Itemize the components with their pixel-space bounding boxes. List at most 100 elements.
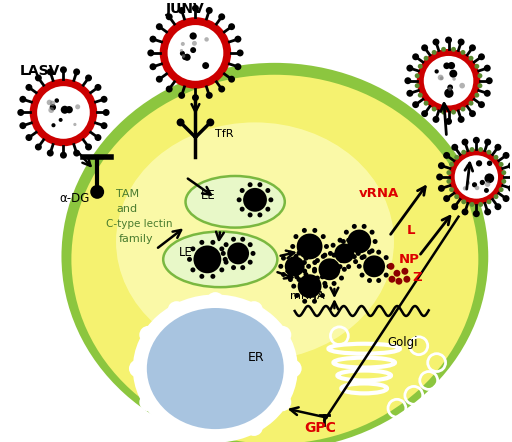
Circle shape: [312, 299, 317, 304]
Circle shape: [484, 188, 489, 193]
Circle shape: [441, 47, 446, 52]
Text: TfR: TfR: [216, 130, 234, 139]
Circle shape: [376, 250, 381, 255]
Circle shape: [323, 281, 327, 286]
Circle shape: [347, 229, 371, 253]
Circle shape: [321, 254, 326, 259]
Circle shape: [331, 259, 335, 264]
Circle shape: [177, 118, 184, 126]
Circle shape: [237, 50, 244, 57]
Circle shape: [415, 83, 420, 88]
Circle shape: [284, 360, 302, 377]
Circle shape: [486, 77, 493, 84]
Circle shape: [344, 248, 349, 253]
Circle shape: [476, 160, 482, 167]
Circle shape: [302, 299, 307, 304]
Circle shape: [387, 264, 392, 269]
Circle shape: [475, 64, 479, 69]
Circle shape: [395, 278, 402, 285]
Circle shape: [290, 244, 295, 249]
Circle shape: [383, 255, 389, 260]
Circle shape: [484, 173, 494, 183]
Text: Z: Z: [413, 271, 422, 284]
Circle shape: [473, 137, 480, 144]
Circle shape: [352, 254, 357, 259]
Circle shape: [47, 99, 52, 105]
Circle shape: [334, 244, 354, 263]
Circle shape: [433, 38, 439, 46]
Circle shape: [304, 272, 308, 277]
Circle shape: [332, 253, 336, 258]
Circle shape: [468, 56, 474, 61]
Circle shape: [312, 267, 317, 272]
Circle shape: [448, 62, 455, 69]
Text: L: L: [407, 224, 415, 236]
Circle shape: [167, 25, 223, 81]
Circle shape: [95, 134, 101, 141]
Circle shape: [180, 49, 183, 52]
Circle shape: [495, 144, 501, 151]
Circle shape: [192, 41, 197, 46]
Text: JUNV: JUNV: [166, 2, 204, 16]
Text: ER: ER: [248, 351, 265, 364]
Circle shape: [478, 147, 483, 152]
Circle shape: [265, 207, 270, 212]
Circle shape: [475, 93, 479, 98]
Circle shape: [470, 202, 475, 207]
Circle shape: [324, 244, 329, 249]
Circle shape: [339, 275, 344, 281]
Circle shape: [445, 118, 452, 125]
Circle shape: [446, 179, 452, 184]
Ellipse shape: [147, 308, 284, 429]
Circle shape: [61, 106, 69, 114]
Circle shape: [404, 77, 411, 84]
Circle shape: [509, 174, 512, 180]
Circle shape: [279, 264, 283, 269]
Circle shape: [240, 188, 245, 193]
Ellipse shape: [163, 232, 278, 287]
Circle shape: [361, 224, 367, 229]
Circle shape: [312, 228, 317, 233]
Circle shape: [383, 273, 389, 278]
Circle shape: [139, 326, 157, 344]
Circle shape: [393, 270, 400, 277]
Circle shape: [37, 86, 90, 139]
Circle shape: [484, 139, 491, 145]
Circle shape: [446, 170, 452, 175]
Circle shape: [73, 69, 80, 76]
Circle shape: [445, 37, 452, 43]
Circle shape: [206, 292, 224, 310]
Circle shape: [417, 49, 480, 112]
Circle shape: [294, 293, 299, 298]
Circle shape: [451, 203, 458, 210]
Circle shape: [47, 69, 54, 76]
Circle shape: [60, 66, 67, 73]
Circle shape: [452, 77, 456, 81]
Text: EE: EE: [200, 189, 215, 202]
Circle shape: [318, 259, 340, 280]
Circle shape: [156, 76, 163, 83]
Circle shape: [50, 101, 55, 106]
Circle shape: [478, 83, 482, 88]
Circle shape: [248, 213, 252, 217]
Circle shape: [443, 152, 450, 159]
Circle shape: [451, 47, 456, 52]
Circle shape: [187, 257, 192, 262]
Circle shape: [85, 144, 92, 150]
Circle shape: [228, 23, 235, 30]
Circle shape: [219, 246, 224, 251]
Circle shape: [234, 36, 241, 42]
Circle shape: [321, 234, 326, 239]
Circle shape: [339, 258, 344, 263]
Circle shape: [180, 51, 185, 56]
Circle shape: [219, 267, 224, 272]
Circle shape: [296, 233, 323, 259]
Circle shape: [206, 118, 215, 126]
Circle shape: [484, 209, 491, 215]
Circle shape: [418, 64, 423, 69]
Circle shape: [367, 250, 372, 255]
Circle shape: [51, 123, 55, 127]
Circle shape: [494, 155, 499, 160]
Circle shape: [199, 274, 204, 279]
Circle shape: [370, 248, 375, 253]
